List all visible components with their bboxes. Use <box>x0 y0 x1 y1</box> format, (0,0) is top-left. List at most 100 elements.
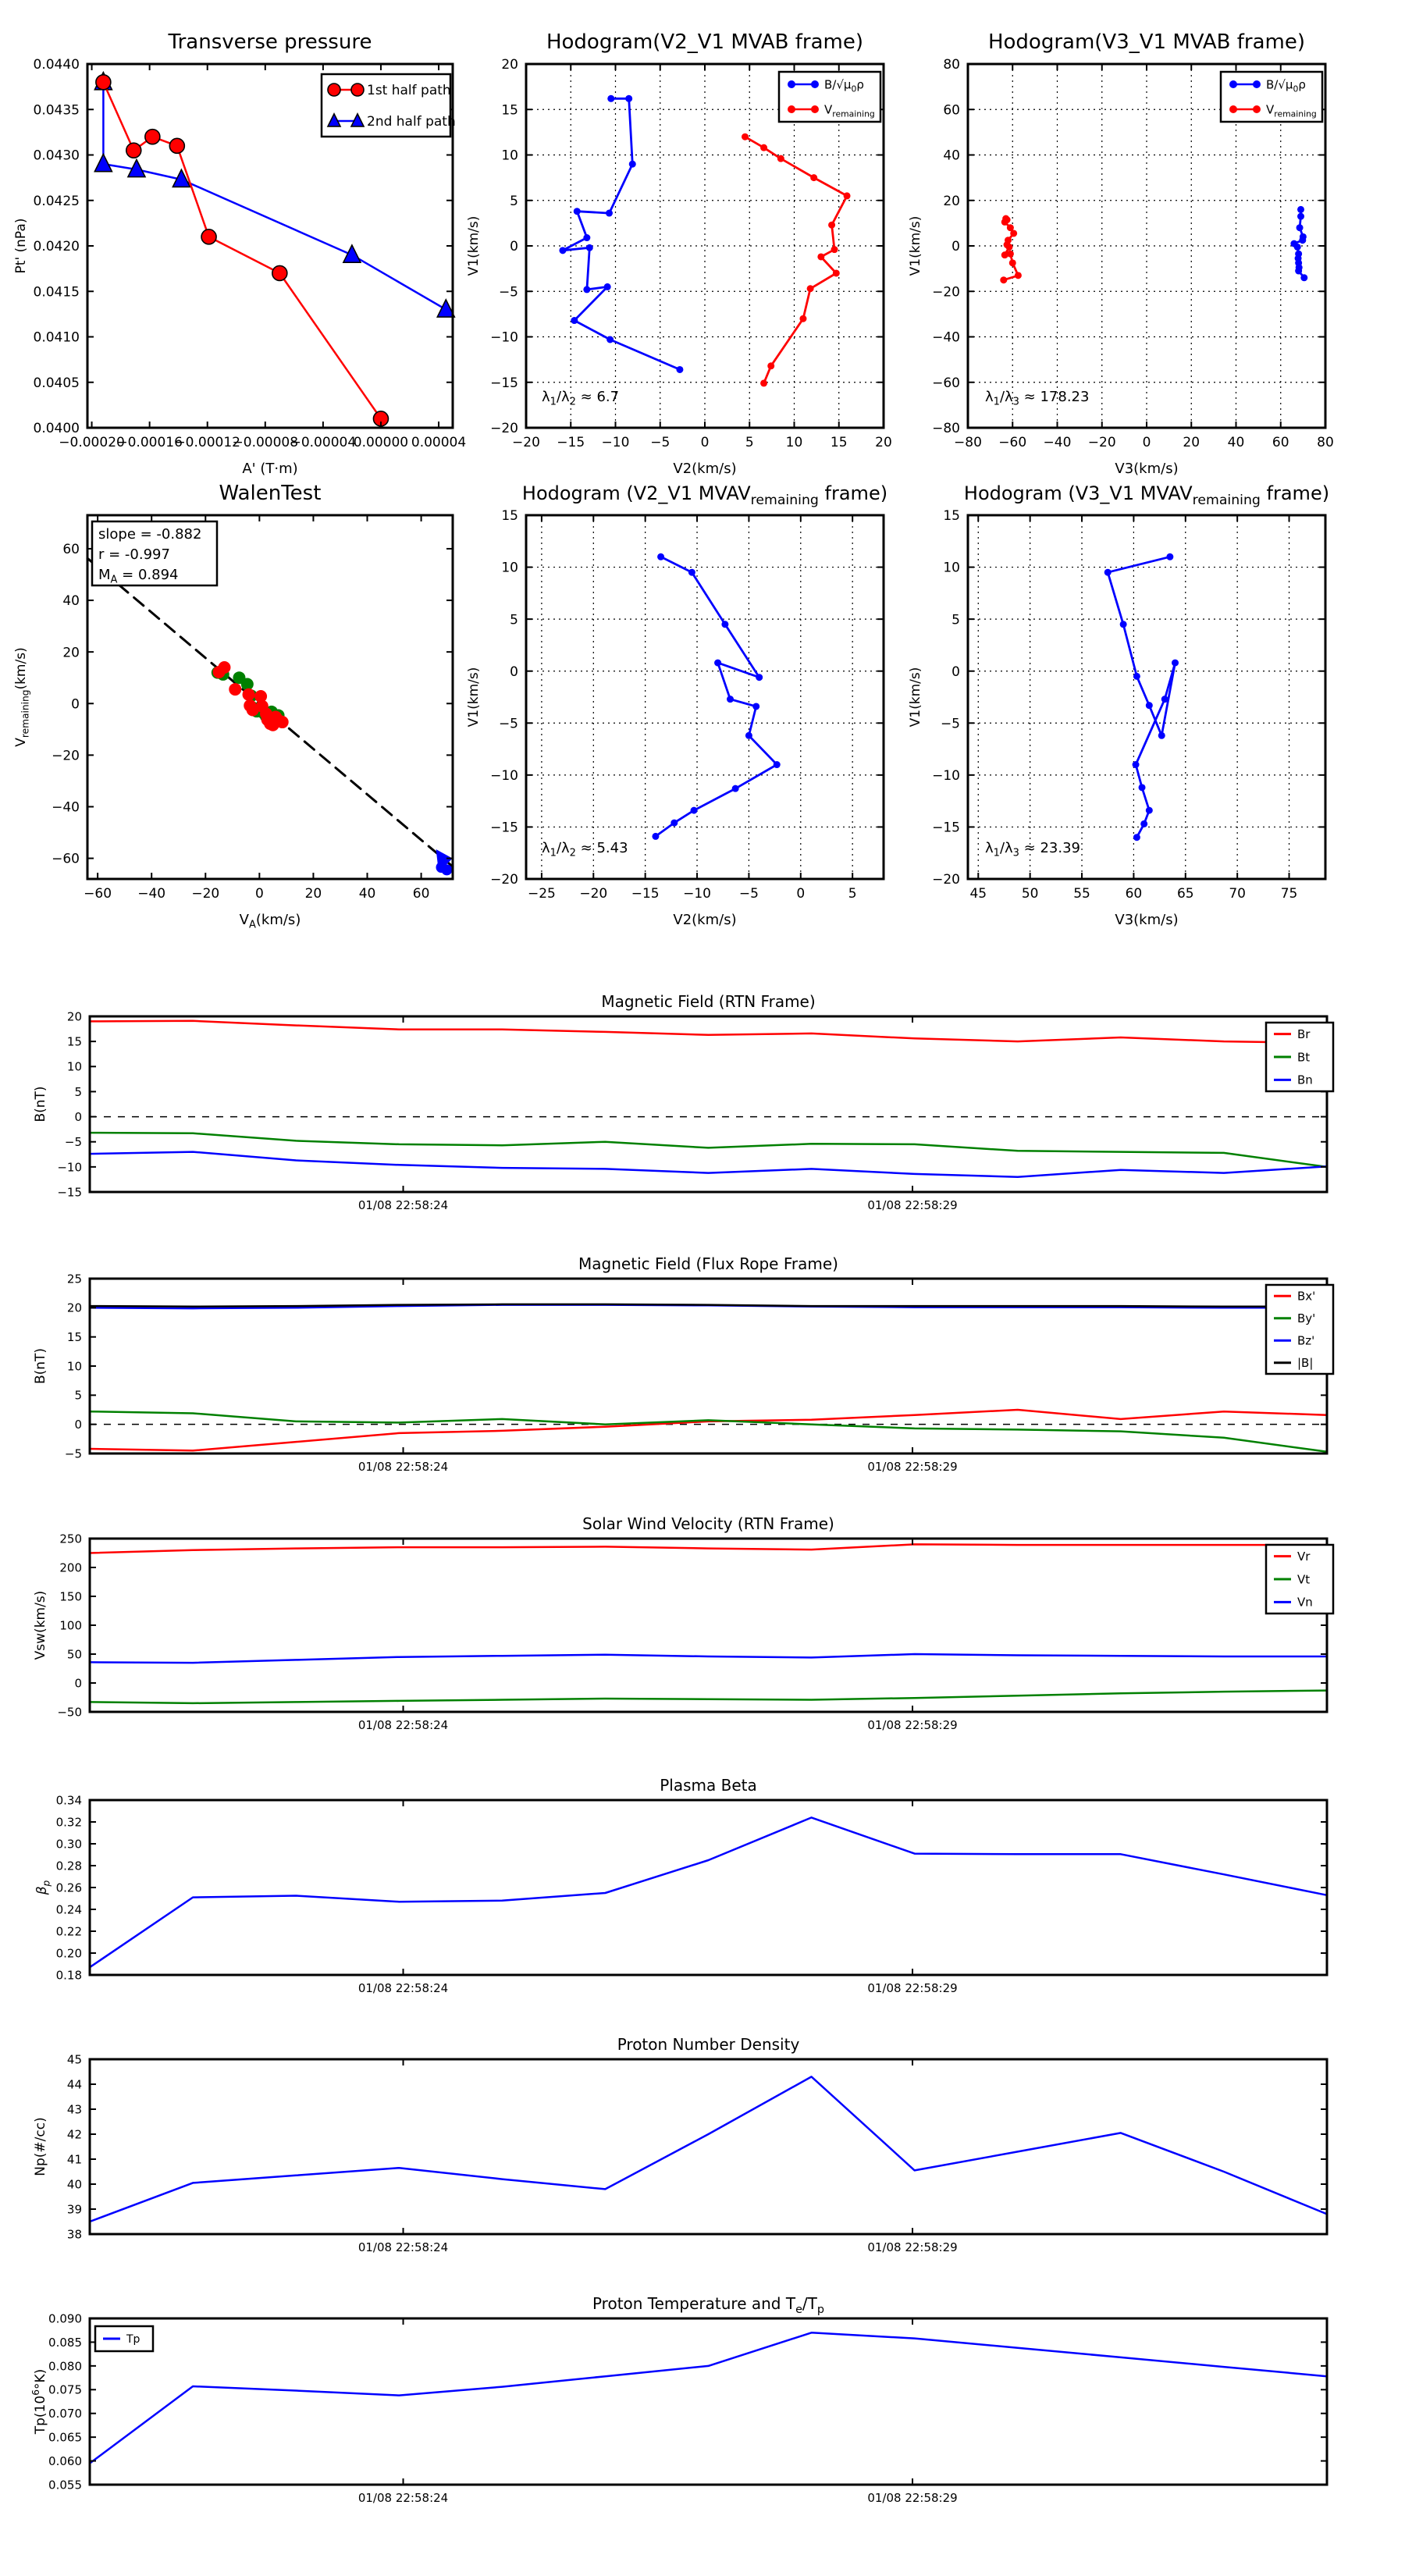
y-tick-label: 0.065 <box>48 2431 82 2445</box>
plot-title: Plasma Beta <box>660 1776 757 1795</box>
y-tick-label: 0.085 <box>48 2336 82 2350</box>
y-tick-label: −5 <box>65 1446 82 1461</box>
x-tick-label: 0 <box>796 886 805 902</box>
y-tick-label: 60 <box>62 542 80 557</box>
y-tick-label: −10 <box>57 1160 82 1174</box>
plot-plasma-beta-svg: 01/08 22:58:24 01/08 22:58:29 0.18 0.20 0.22… <box>34 1776 1329 1995</box>
y-tick-label: 15 <box>943 508 960 524</box>
y-tick-label: 0.22 <box>56 1924 82 1938</box>
x-tick-label: 01/08 22:58:29 <box>867 1981 957 1995</box>
plot-plasma-beta <box>12 1753 1343 2026</box>
plot-hodogram-v3v1-mvav-svg: 45 50 55 60 65 70 75 −20 −15 −10 −5 0 5 10 15Hodogram … <box>908 482 1329 928</box>
x-tick-label: −0.00012 <box>174 435 240 450</box>
x-tick-label: −0.00016 <box>116 435 183 450</box>
y-tick-label: 0.0420 <box>34 239 80 254</box>
plot-hodogram-v2v1-mvav <box>448 468 899 930</box>
y-tick-label: 45 <box>67 2052 82 2066</box>
y-tick-label: 10 <box>501 148 518 164</box>
y-tick-label: 0 <box>71 696 80 712</box>
annotation-text: λ1/λ3 ≈ 178.23 <box>985 389 1089 408</box>
y-tick-label: 0 <box>951 239 960 254</box>
x-tick-label: 20 <box>1183 435 1200 450</box>
plot-walen-test <box>9 468 468 930</box>
y-tick-label: −10 <box>490 330 518 346</box>
legend-label: Vt <box>1297 1572 1310 1586</box>
y-tick-label: 20 <box>67 1009 82 1023</box>
y-tick-label: 0.28 <box>56 1859 82 1873</box>
x-tick-label: −5 <box>739 886 759 902</box>
y-axis-label: V1(km/s) <box>466 667 482 728</box>
plot-magnetic-field-flux-rope-svg: 01/08 22:58:24 01/08 22:58:29 −5 0 5 10 15 20 25… <box>33 1254 1335 1474</box>
y-tick-label: 100 <box>59 1618 82 1632</box>
legend-label: Bx' <box>1297 1290 1315 1304</box>
y-tick-label: −5 <box>499 284 518 300</box>
x-tick-label: 0 <box>255 886 264 902</box>
y-tick-label: 150 <box>59 1589 82 1603</box>
x-axis-label: A' (T·m) <box>242 461 297 477</box>
plot-hodogram-v3v1-mvab-svg: −80 −60 −40 −20 0 20 40 60 80 −80 −60 −40 −20 0 20 40 60… <box>908 30 1334 477</box>
y-tick-label: 0 <box>74 1676 82 1690</box>
legend-label: B/√μ0ρ <box>1266 77 1306 94</box>
y-axis-label: Np(#/cc) <box>33 2117 48 2176</box>
y-tick-label: 0.18 <box>56 1968 82 1982</box>
y-tick-label: 0.26 <box>56 1880 82 1895</box>
x-tick-label: −0.00004 <box>290 435 357 450</box>
plot-magnetic-field-rtn <box>12 970 1343 1243</box>
y-tick-label: −20 <box>490 872 518 888</box>
y-tick-label: 20 <box>67 1301 82 1315</box>
x-tick-label: 60 <box>1272 435 1289 450</box>
y-tick-label: −5 <box>941 716 960 731</box>
plot-transverse-pressure <box>9 17 468 479</box>
legend-label: Tp <box>126 2333 140 2346</box>
x-tick-label: 70 <box>1229 886 1246 902</box>
annotation-text: slope = -0.882 <box>98 526 201 543</box>
x-axis-label: V2(km/s) <box>673 912 736 928</box>
y-tick-label: 43 <box>67 2102 82 2116</box>
x-tick-label: 01/08 22:58:29 <box>867 2240 957 2254</box>
x-tick-label: 10 <box>786 435 803 450</box>
y-tick-label: −10 <box>490 768 518 784</box>
y-tick-label: −10 <box>932 768 960 784</box>
y-axis-label: B(nT) <box>33 1086 48 1122</box>
legend-label: Bn <box>1297 1073 1313 1087</box>
x-tick-label: −15 <box>557 435 585 450</box>
plot-hodogram-v2v1-mvab-svg: −20 −15 −10 −5 0 5 10 15 20 −20 −15 −10 −5 0 5 10 15 20 Ho… <box>466 30 892 477</box>
x-tick-label: −80 <box>954 435 982 450</box>
x-tick-label: 01/08 22:58:29 <box>867 1718 957 1732</box>
y-tick-label: 0.0430 <box>34 148 80 164</box>
x-tick-label: −10 <box>683 886 711 902</box>
plot-magnetic-field-rtn-svg: 01/08 22:58:24 01/08 22:58:29 −15 −10 −5 0 5 10… <box>33 992 1335 1212</box>
plot-hodogram-v3v1-mvab <box>890 17 1341 479</box>
y-tick-label: 0.090 <box>48 2311 82 2325</box>
y-tick-label: 250 <box>59 1532 82 1546</box>
y-tick-label: −15 <box>57 1185 82 1199</box>
x-tick-label: 0 <box>1143 435 1151 450</box>
y-tick-label: 0.080 <box>48 2359 82 2373</box>
y-tick-label: 5 <box>951 612 960 628</box>
x-tick-label: 45 <box>969 886 987 902</box>
x-tick-label: 01/08 22:58:29 <box>867 1198 957 1212</box>
y-tick-label: −5 <box>65 1135 82 1149</box>
y-tick-label: 42 <box>67 2127 82 2141</box>
x-tick-label: 01/08 22:58:24 <box>358 1198 448 1212</box>
x-tick-label: −5 <box>650 435 670 450</box>
x-tick-label: 65 <box>1177 886 1194 902</box>
x-tick-label: −60 <box>84 886 112 902</box>
y-axis-label: V1(km/s) <box>908 667 923 728</box>
y-tick-label: 80 <box>943 57 960 73</box>
legend-box <box>320 73 452 138</box>
plot-title: WalenTest <box>219 482 322 505</box>
y-tick-label: 0.0440 <box>34 57 80 73</box>
legend-label: By' <box>1297 1311 1315 1325</box>
legend-label: 2nd half path <box>367 114 456 130</box>
plot-title: Transverse pressure <box>168 30 372 54</box>
plot-proton-temperature <box>12 2272 1343 2535</box>
legend-label: Bt <box>1297 1050 1310 1064</box>
plot-magnetic-field-flux-rope <box>12 1232 1343 1504</box>
plot-title: Proton Temperature and Te/Tp <box>592 2294 824 2316</box>
legend-label: Vremaining <box>1266 102 1317 119</box>
x-tick-label: 40 <box>1228 435 1245 450</box>
y-tick-label: 0.070 <box>48 2407 82 2421</box>
